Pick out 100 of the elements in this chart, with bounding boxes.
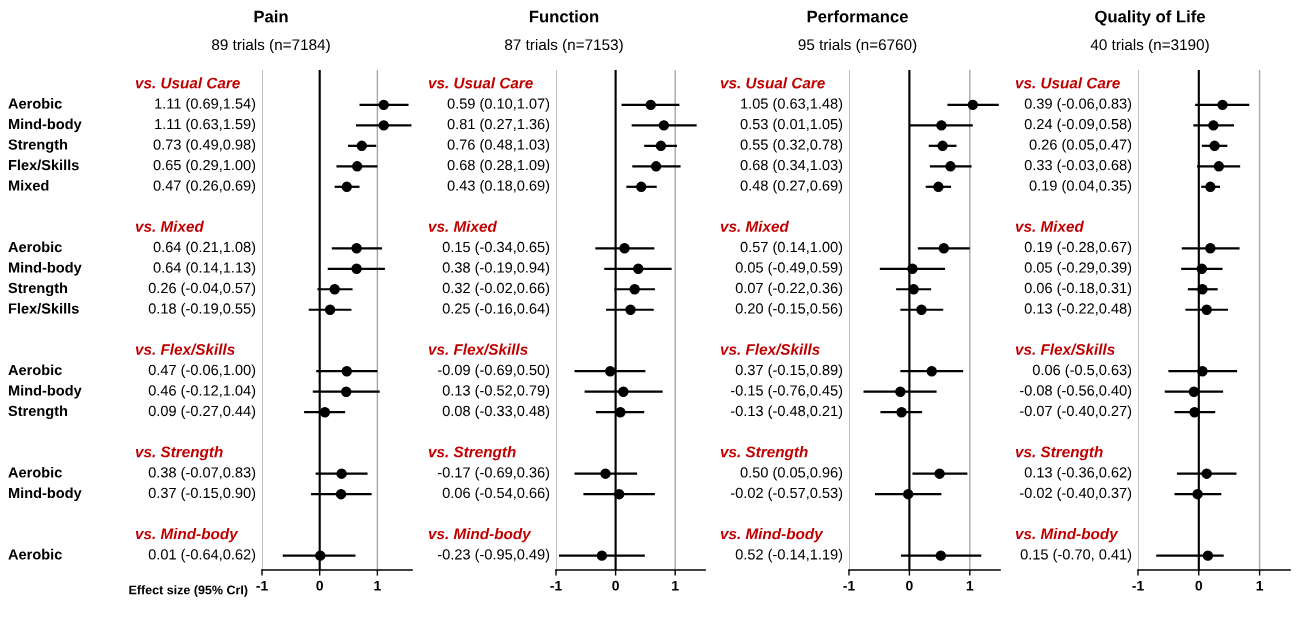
data-label: 0.19 (0.04,0.35): [1029, 180, 1132, 194]
data-label: 0.73 (0.49,0.98): [153, 139, 256, 153]
chart-title: Performance: [807, 10, 908, 23]
data-label: 0.53 (0.01,1.05): [740, 118, 843, 133]
point: [907, 263, 918, 274]
point: [629, 284, 640, 295]
point: [351, 243, 362, 254]
data-label: 0.46 (-0.12,1.04): [148, 384, 256, 399]
category-label: Mind-body: [8, 261, 82, 276]
x-tick-label: -1: [1132, 580, 1144, 591]
category-label: vs. Mind-body: [720, 528, 824, 543]
point: [1196, 263, 1208, 274]
data-label: -0.02 (-0.40,0.37): [1019, 487, 1132, 501]
point: [1202, 550, 1214, 561]
point: [335, 488, 347, 500]
data-label: 0.15 (-0.70, 0.41): [1020, 548, 1132, 563]
data-label: 0.19 (-0.28,0.67): [1024, 241, 1132, 256]
category-label: Mixed: [8, 180, 49, 191]
data-label: 0.64 (0.21,1.08): [153, 241, 256, 256]
data-label: 0.47 (0.26,0.69): [153, 180, 256, 194]
data-label: 0.13 (-0.52,0.79): [442, 384, 550, 399]
category-label: vs. Flex/Skills: [1015, 343, 1115, 355]
point: [1205, 181, 1216, 192]
point: [1197, 366, 1208, 377]
data-label: 0.01 (-0.64,0.62): [148, 548, 256, 563]
point: [937, 140, 948, 152]
x-axis-title: Effect size (95% CrI): [129, 585, 248, 597]
data-label: 0.06 (-0.18,0.31): [1024, 282, 1132, 297]
point: [1189, 407, 1200, 418]
chart-subtitle: 87 trials (n=7153): [505, 38, 623, 54]
x-tick-label: -1: [843, 580, 855, 591]
category-label: vs. Flex/Skills: [135, 343, 235, 355]
data-label: 0.32 (-0.02,0.66): [442, 282, 550, 297]
data-label: -0.08 (-0.56,0.40): [1019, 384, 1132, 399]
point: [341, 366, 353, 377]
point: [650, 161, 662, 172]
data-label: 0.09 (-0.27,0.44): [148, 405, 256, 419]
data-label: 0.20 (-0.15,0.56): [735, 302, 843, 317]
data-label: 0.07 (-0.22,0.36): [735, 282, 843, 297]
category-label: vs. Mind-body: [428, 528, 532, 543]
category-label: vs. Strength: [428, 446, 516, 461]
point: [1201, 468, 1212, 479]
category-label: vs. Flex/Skills: [720, 343, 820, 355]
data-label: 0.15 (-0.34,0.65): [442, 241, 550, 256]
point: [329, 284, 340, 295]
point: [1197, 284, 1208, 295]
data-label: 0.33 (-0.03,0.68): [1024, 159, 1132, 174]
category-label: Flex/Skills: [8, 302, 79, 314]
data-label: 0.81 (0.27,1.36): [447, 118, 550, 133]
data-label: -0.17 (-0.69,0.36): [437, 466, 550, 481]
chart-subtitle: 95 trials (n=6760): [798, 38, 917, 54]
category-label: vs. Strength: [720, 446, 808, 461]
category-label: vs. Mind-body: [1015, 528, 1119, 543]
point: [315, 550, 326, 561]
point: [895, 386, 906, 397]
category-label: vs. Mixed: [1015, 220, 1085, 232]
data-label: 0.76 (0.48,1.03): [447, 139, 550, 153]
data-label: 1.11 (0.69,1.54): [155, 98, 256, 112]
chart-title: Pain: [254, 10, 288, 23]
point: [324, 304, 336, 315]
category-label: Aerobic: [8, 364, 62, 376]
data-label: 0.38 (-0.07,0.83): [148, 466, 256, 481]
point: [938, 243, 950, 254]
data-label: 0.24 (-0.09,0.58): [1024, 118, 1132, 133]
point: [613, 488, 625, 500]
data-label: 0.05 (-0.49,0.59): [735, 261, 843, 276]
point: [341, 386, 352, 397]
data-label: 0.38 (-0.19,0.94): [442, 261, 550, 276]
category-label: vs. Mixed: [135, 220, 205, 232]
x-tick-label: 1: [966, 580, 974, 591]
category-label: vs. Mixed: [428, 220, 498, 232]
point: [619, 243, 630, 254]
category-label: Aerobic: [8, 241, 62, 253]
data-label: 0.43 (0.18,0.69): [447, 180, 550, 194]
point: [351, 263, 362, 274]
x-tick-label: 1: [374, 580, 381, 591]
point: [945, 161, 956, 172]
point: [902, 488, 914, 500]
point: [1208, 120, 1219, 131]
category-label: vs. Usual Care: [135, 77, 240, 89]
chart-title: Function: [529, 10, 599, 23]
data-label: -0.02 (-0.57,0.53): [730, 487, 843, 501]
point: [605, 366, 616, 377]
data-label: 0.47 (-0.06,1.00): [148, 364, 256, 379]
category-label: Aerobic: [8, 548, 62, 560]
point: [636, 181, 647, 192]
data-label: 1.11 (0.63,1.59): [155, 118, 256, 133]
category-label: vs. Mind-body: [135, 528, 239, 543]
point: [967, 99, 979, 111]
data-label: 0.68 (0.34,1.03): [740, 159, 843, 174]
category-label: vs. Strength: [1015, 446, 1103, 461]
point: [1201, 304, 1212, 315]
point: [596, 550, 608, 561]
point: [934, 468, 945, 479]
data-label: 0.05 (-0.29,0.39): [1024, 261, 1132, 276]
data-label: 0.37 (-0.15,0.89): [735, 364, 843, 379]
point: [319, 407, 331, 418]
chart-subtitle: 89 trials (n=7184): [212, 38, 330, 54]
point: [351, 161, 363, 172]
point: [655, 140, 667, 152]
